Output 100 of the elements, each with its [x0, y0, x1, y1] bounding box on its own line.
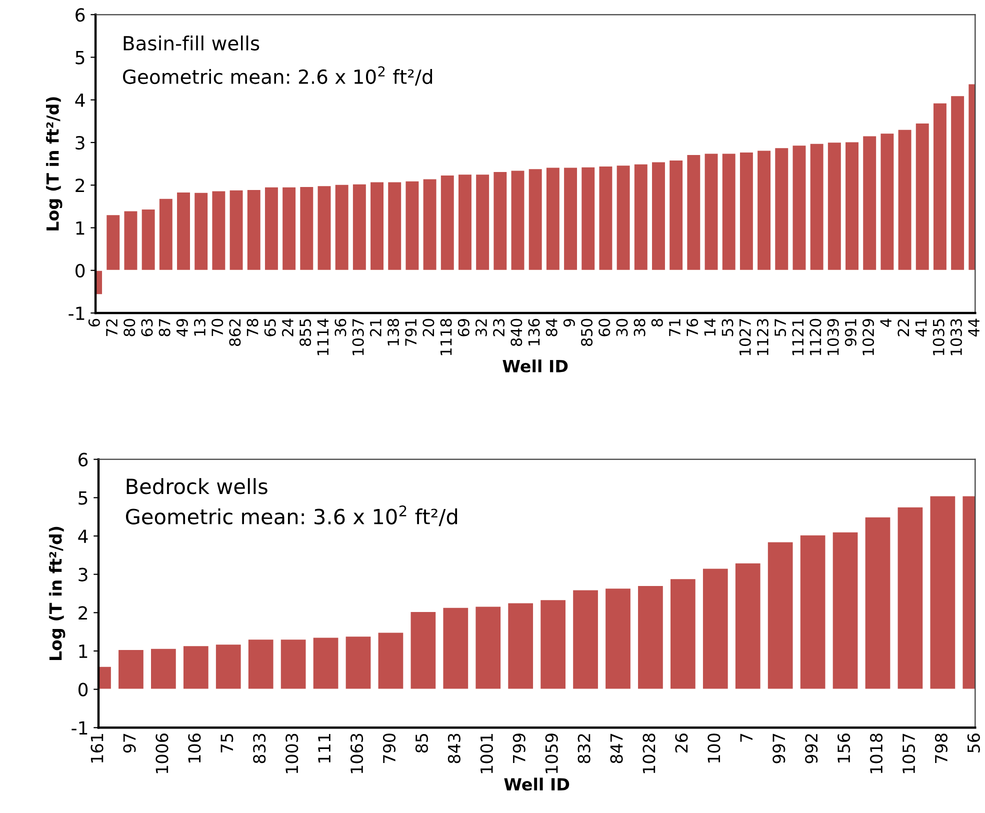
bar — [194, 192, 209, 271]
x-tick-label: 1001 — [480, 734, 493, 774]
y-tick-label: 3 — [78, 568, 88, 582]
bar — [756, 150, 772, 271]
x-tick-label: 1029 — [862, 318, 874, 356]
bar — [312, 636, 340, 690]
x-tick-label: 790 — [382, 734, 396, 763]
x-tick-label: 1037 — [352, 319, 364, 356]
y-tick-label: 4 — [78, 530, 88, 543]
x-tick-label: 56 — [967, 734, 980, 752]
x-tick-label: 13 — [194, 319, 206, 336]
x-tick-label: 76 — [686, 318, 698, 336]
bar — [636, 584, 664, 690]
bar — [799, 534, 826, 690]
x-tick-label: 69 — [458, 318, 470, 336]
bar — [247, 638, 274, 690]
bar — [422, 178, 438, 271]
bar — [117, 648, 145, 690]
y-axis-title: Log (T in ft²/d) — [48, 526, 66, 660]
x-tick-label: 862 — [229, 319, 241, 346]
x-tick-label: 1059 — [545, 734, 558, 774]
x-tick-label: 84 — [546, 318, 558, 336]
y-tick-label: -1 — [72, 721, 88, 734]
y-tick-label: 1 — [79, 644, 88, 658]
x-tick-label: 32 — [475, 319, 488, 336]
x-tick-label: 997 — [772, 734, 786, 764]
y-tick-label: 5 — [76, 50, 84, 64]
bar — [702, 568, 729, 690]
bar — [352, 183, 368, 271]
bar — [377, 632, 404, 690]
bar — [862, 135, 878, 271]
x-tick-label: 7 — [740, 734, 752, 742]
bar — [598, 165, 614, 271]
x-tick-label: 991 — [844, 319, 856, 346]
x-tick-label: 44 — [968, 318, 980, 337]
bar — [176, 191, 192, 271]
x-tick-label: 22 — [898, 319, 909, 336]
x-tick-label: 136 — [528, 318, 540, 346]
bar — [264, 186, 280, 271]
y-tick-label: 0 — [78, 682, 88, 696]
bar — [826, 142, 842, 271]
x-tick-label: 85 — [415, 734, 428, 753]
x-tick-label: 23 — [493, 319, 505, 336]
x-tick-label: 1120 — [810, 318, 822, 356]
bar — [334, 184, 350, 271]
x-tick-label: 111 — [318, 734, 330, 762]
bar — [457, 173, 473, 271]
x-tick-label: 6 — [88, 318, 100, 327]
bar — [123, 210, 138, 271]
bar — [404, 180, 420, 271]
x-tick-label: 106 — [188, 734, 201, 762]
bar — [766, 541, 794, 690]
bar — [669, 578, 696, 690]
bar — [580, 166, 596, 271]
bar — [686, 154, 702, 271]
x-tick-label: 14 — [704, 318, 716, 336]
bar — [545, 166, 561, 271]
x-axis-title: Well ID — [504, 778, 570, 791]
bar — [528, 168, 543, 271]
x-tick-label: 57 — [774, 319, 786, 336]
x-tick-label: 21 — [370, 319, 382, 336]
y-tick-label: -1 — [68, 306, 84, 320]
y-tick-label: 5 — [78, 491, 88, 505]
x-tick-label: 97 — [123, 734, 136, 753]
x-tick-label: 1121 — [792, 319, 804, 356]
bar — [880, 132, 895, 271]
y-tick-label: 1 — [76, 221, 84, 235]
x-tick-label: 1063 — [350, 734, 364, 774]
x-tick-label: 75 — [220, 734, 234, 752]
bar — [442, 606, 470, 690]
annotation: Bedrock wells — [126, 478, 268, 494]
bar — [721, 152, 736, 271]
x-tick-label: 1018 — [870, 734, 883, 774]
x-tick-label: 1057 — [902, 734, 916, 774]
x-tick-label: 38 — [634, 318, 646, 336]
x-tick-label: 4 — [880, 318, 892, 327]
bar — [369, 181, 385, 271]
x-tick-label: 1114 — [317, 318, 328, 356]
y-tick-label: 2 — [78, 606, 87, 620]
bar — [228, 189, 244, 271]
x-tick-label: 72 — [106, 319, 118, 336]
bar — [387, 181, 402, 271]
y-tick-label: 0 — [76, 264, 85, 278]
x-tick-label: 49 — [176, 318, 188, 337]
x-tick-label: 840 — [510, 318, 522, 346]
x-tick-label: 832 — [578, 734, 590, 764]
x-tick-label: 1003 — [286, 734, 298, 774]
x-tick-label: 24 — [282, 318, 294, 336]
x-tick-label: 1039 — [827, 318, 839, 356]
bar — [650, 161, 666, 271]
annotation: Geometric mean: 3.6 x 10$^{2}$ ft²/d — [126, 505, 458, 526]
bar — [211, 190, 226, 271]
bar — [474, 606, 502, 690]
x-tick-label: 26 — [675, 734, 688, 752]
x-tick-label: 833 — [253, 734, 266, 764]
bar — [704, 152, 719, 271]
x-tick-label: 138 — [387, 318, 400, 346]
x-tick-label: 791 — [405, 319, 417, 346]
x-tick-label: 992 — [805, 734, 818, 764]
y-tick-label: 4 — [75, 94, 85, 107]
